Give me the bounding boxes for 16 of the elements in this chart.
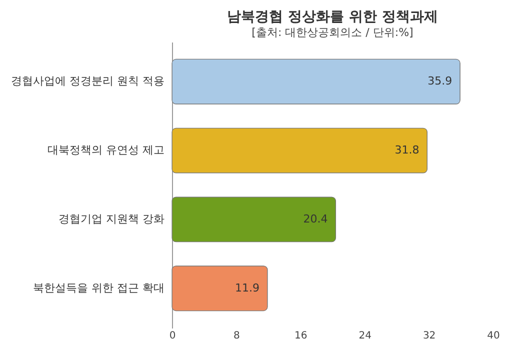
y-tick-label: 경협기업 지원책 강화 xyxy=(58,212,164,226)
x-tick-label: 16 xyxy=(294,330,308,342)
y-tick-label: 대북정책의 유연성 제고 xyxy=(48,144,164,157)
data-label: 20.4 xyxy=(303,212,328,226)
y-tick-label: 북한설득을 위한 접근 확대 xyxy=(33,281,164,294)
y-tick-label: 경협사업에 정경분리 원칙 적용 xyxy=(11,74,164,88)
data-label: 31.8 xyxy=(394,144,420,157)
x-tick-label: 40 xyxy=(487,330,500,342)
data-label: 11.9 xyxy=(234,281,260,294)
x-tick-label: 8 xyxy=(234,330,240,342)
x-tick-label: 0 xyxy=(169,330,176,342)
x-tick-label: 32 xyxy=(422,330,436,342)
data-label: 35.9 xyxy=(428,74,452,88)
x-tick-label: 24 xyxy=(358,330,372,342)
chart-subtitle: [출처: 대한상공회의소 / 단위:%] xyxy=(252,26,414,39)
chart-title: 남북경협 정상화를 위한 정책과제 xyxy=(227,9,438,25)
